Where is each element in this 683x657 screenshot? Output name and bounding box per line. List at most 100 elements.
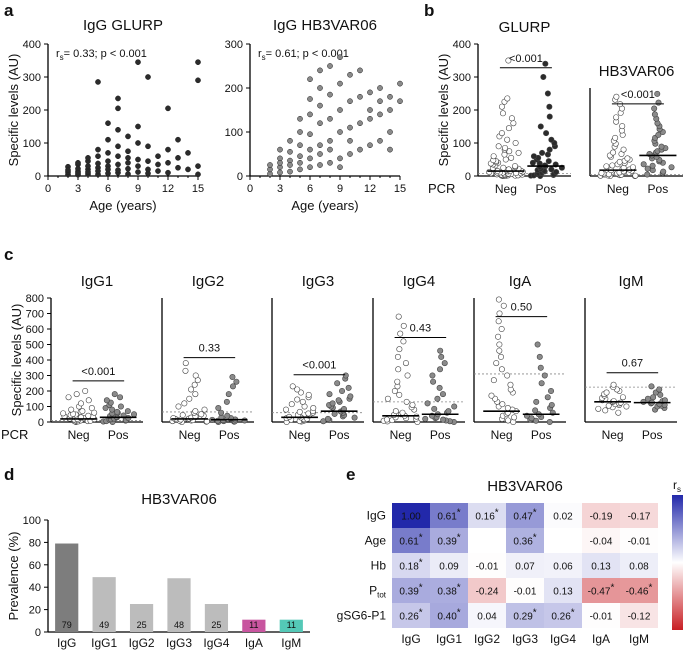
data-point (620, 146, 627, 153)
data-point (540, 74, 547, 81)
scatter-panel-a1: IgG GLURP 0 100 200 300 400 0 3 6 9 12 15 Age (years… (6, 17, 204, 213)
heatmap-cell-value: 0.26* (399, 608, 422, 623)
bar (167, 578, 191, 632)
scatter-point (125, 148, 131, 155)
data-point (528, 415, 535, 422)
scatter-point (337, 164, 343, 171)
data-point (192, 372, 199, 379)
heatmap-cell-value: 1.00 (401, 512, 421, 523)
panel-letter-c: c (4, 245, 13, 264)
cell-value-number: 0.39 (437, 537, 457, 548)
data-point (114, 408, 121, 415)
significance-star: * (419, 583, 423, 594)
data-point (229, 383, 236, 390)
annotation-sub: s (60, 53, 64, 62)
scatter-point (317, 142, 323, 149)
data-point (437, 347, 444, 354)
data-point (441, 360, 448, 367)
heatmap-cell-value: 0.29* (513, 608, 536, 623)
data-point (598, 170, 605, 177)
heatmap-cell-value: -0.12 (628, 612, 651, 623)
data-point (610, 381, 617, 388)
data-point (60, 410, 67, 417)
scatter-point (337, 54, 343, 61)
heatmap-cell (392, 578, 430, 603)
data-point (546, 146, 553, 153)
panel-title: IgG2 (192, 273, 225, 290)
scatter-point (115, 143, 121, 150)
data-point (629, 164, 636, 171)
data-point (539, 149, 546, 156)
heatmap-cell-value: 0.08 (629, 562, 649, 573)
data-point (103, 397, 110, 404)
y-tick-label: 0 (38, 417, 44, 429)
data-point (91, 409, 98, 416)
scatter-point (135, 140, 141, 146)
data-point (651, 105, 658, 112)
heatmap-cell-value: -0.47* (588, 583, 615, 598)
cell-value-number: 0.36 (513, 537, 533, 548)
y-tick-label: 300 (225, 39, 243, 51)
scatter-point (317, 162, 323, 168)
heatmap-cell (430, 503, 468, 528)
heatmap-cell-value: 0.13 (591, 562, 611, 573)
data-point (548, 387, 555, 394)
data-point (511, 414, 518, 421)
cell-value-number: 0.29 (513, 612, 533, 623)
data-point (182, 360, 189, 367)
data-point (505, 417, 512, 424)
cell-value-number: 0.06 (553, 562, 573, 573)
scatter-point (287, 137, 293, 144)
data-point (192, 391, 199, 398)
cell-value-number: 0.13 (591, 562, 611, 573)
data-point (668, 164, 675, 171)
scatter-point (175, 155, 181, 161)
data-point (612, 134, 619, 141)
panel-title: IgM (618, 273, 643, 290)
heatmap-column-label: IgG1 (436, 632, 462, 646)
data-point (85, 397, 92, 404)
cell-value-number: 0.26 (399, 612, 419, 623)
data-point (181, 400, 188, 407)
data-point (434, 395, 441, 402)
x-category-label: Pos (536, 182, 557, 196)
scatter-point (367, 142, 373, 149)
data-point (233, 378, 240, 385)
data-point (500, 302, 507, 309)
scatter-point (327, 137, 333, 144)
bar-value-label: 25 (211, 620, 221, 630)
x-tick-label: 6 (307, 183, 313, 195)
data-point (347, 393, 354, 400)
significance-star: * (419, 608, 423, 619)
scatter-point (165, 146, 171, 153)
scatter-point (135, 123, 141, 130)
heatmap-cell (392, 528, 430, 553)
data-point (544, 151, 551, 158)
data-point (351, 414, 358, 421)
data-point (124, 408, 131, 415)
data-point (396, 391, 403, 398)
significance-star: * (457, 508, 461, 519)
scatter-point (317, 151, 323, 157)
significance-star: * (533, 508, 537, 519)
data-point (500, 164, 507, 171)
data-point (179, 412, 186, 419)
data-point (225, 391, 232, 398)
heatmap-cell (544, 553, 582, 578)
scatter-point (327, 115, 333, 122)
scatter-point (105, 120, 111, 127)
x-tick-label: 12 (162, 183, 174, 195)
y-axis-label: Specific levels (AU) (9, 304, 24, 417)
y-tick-label: 200 (23, 105, 41, 117)
y-tick-label: 100 (453, 138, 471, 150)
significance-star: * (610, 583, 614, 594)
correlation-annotation: rs= 0.33; p < 0.001 (56, 48, 147, 62)
scatter-point (105, 150, 111, 156)
x-tick-label: 9 (337, 183, 343, 195)
x-category-label: IgG3 (166, 636, 192, 650)
data-point (609, 162, 616, 169)
bar-value-label: 25 (137, 620, 147, 630)
bar-value-label: 11 (287, 620, 296, 630)
bar (55, 543, 79, 632)
p-value-label: <0.001 (509, 53, 543, 65)
